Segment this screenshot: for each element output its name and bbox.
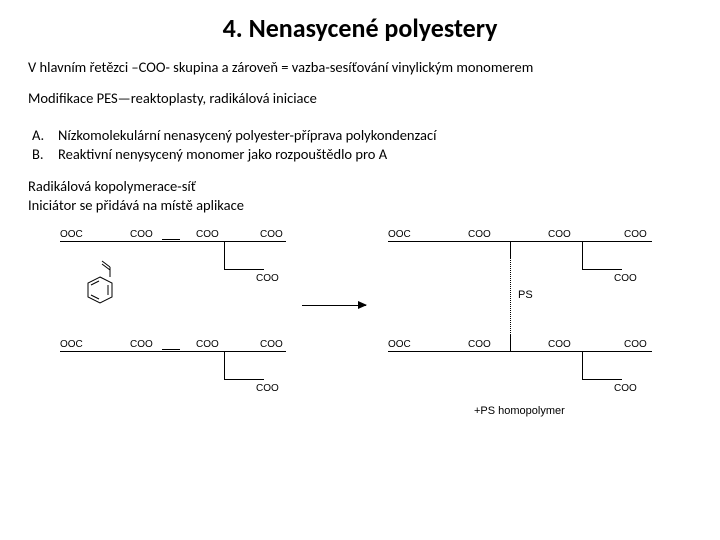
label-coo: COO <box>468 339 491 350</box>
list-text-b: Reaktivní nenysycený monomer jako rozpou… <box>58 145 387 165</box>
list-item: B. Reaktivní nenysycený monomer jako roz… <box>32 145 692 165</box>
list-item: A. Nízkomolekulární nenasycený polyester… <box>32 126 692 146</box>
label-coo: COO <box>468 229 491 240</box>
copolymer-line1: Radikálová kopolymerace-síť <box>28 177 692 196</box>
label-coo: COO <box>624 339 647 350</box>
label-coo: COO <box>256 383 279 394</box>
list-text-a: Nízkomolekulární nenasycený polyester-př… <box>58 126 436 146</box>
label-coo: COO <box>196 229 219 240</box>
modification-paragraph: Modifikace PES—reaktoplasty, radikálová … <box>28 89 692 108</box>
label-coo: COO <box>614 273 637 284</box>
list-marker-a: A. <box>32 126 58 146</box>
list-marker-b: B. <box>32 145 58 165</box>
label-ooc: OOC <box>388 339 411 350</box>
label-ooc: OOC <box>60 339 83 350</box>
label-coo: COO <box>548 339 571 350</box>
reaction-diagram: OOC COO COO COO COO OOC COO COO COO COO … <box>24 223 684 423</box>
label-coo: COO <box>624 229 647 240</box>
label-coo: COO <box>260 229 283 240</box>
label-coo: COO <box>260 339 283 350</box>
label-coo: COO <box>548 229 571 240</box>
copolymer-line2: Iniciátor se přidává na místě aplikace <box>28 196 692 215</box>
slide-title: 4. Nenasycené polyestery <box>88 12 632 44</box>
styrene-icon <box>80 259 126 313</box>
label-ps: PS <box>518 289 533 301</box>
copolymer-paragraph: Radikálová kopolymerace-síť Iniciátor se… <box>28 177 692 215</box>
definition-list: A. Nízkomolekulární nenasycený polyester… <box>32 126 692 165</box>
label-ooc: OOC <box>388 229 411 240</box>
label-coo: COO <box>196 339 219 350</box>
intro-paragraph: V hlavním řetězci –COO- skupina a zárove… <box>28 58 692 77</box>
label-ooc: OOC <box>60 229 83 240</box>
homopolymer-note: +PS homopolymer <box>474 405 565 417</box>
label-coo: COO <box>130 229 153 240</box>
label-coo: COO <box>130 339 153 350</box>
reaction-arrow-icon <box>302 305 366 306</box>
label-coo: COO <box>614 383 637 394</box>
label-coo: COO <box>256 273 279 284</box>
